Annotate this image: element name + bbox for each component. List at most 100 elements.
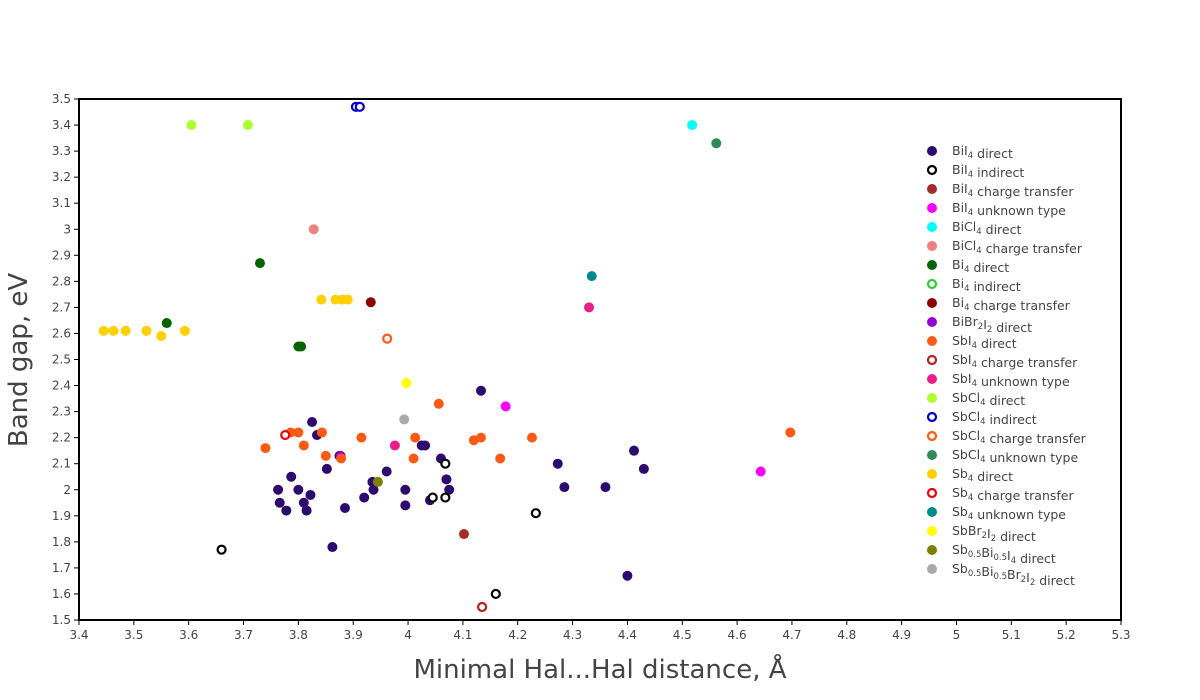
data-point[interactable] xyxy=(305,489,316,500)
legend-item[interactable]: Sb4 charge transfer xyxy=(926,485,1074,503)
data-point[interactable] xyxy=(296,341,307,352)
legend-item[interactable]: Bi4 direct xyxy=(927,257,1009,275)
data-point[interactable] xyxy=(427,492,438,503)
data-point[interactable] xyxy=(408,453,419,464)
data-point[interactable] xyxy=(141,325,152,336)
data-point[interactable] xyxy=(755,466,766,477)
legend-item[interactable]: Sb4 unknown type xyxy=(927,504,1066,522)
legend-item[interactable]: Sb0.5Bi0.5Br2I2 direct xyxy=(927,561,1075,588)
data-point[interactable] xyxy=(444,484,455,495)
data-point[interactable] xyxy=(186,120,197,131)
legend-item[interactable]: SbBr2I2 direct xyxy=(927,523,1036,544)
data-point[interactable] xyxy=(161,318,172,329)
data-point[interactable] xyxy=(475,432,486,443)
data-point[interactable] xyxy=(475,385,486,396)
data-point[interactable] xyxy=(216,544,227,555)
data-point[interactable] xyxy=(293,427,304,438)
data-point[interactable] xyxy=(687,120,698,131)
data-point[interactable] xyxy=(381,466,392,477)
data-point[interactable] xyxy=(339,502,350,513)
data-point[interactable] xyxy=(273,484,284,495)
data-point[interactable] xyxy=(316,427,327,438)
data-point[interactable] xyxy=(711,138,722,149)
legend-item[interactable]: BiI4 unknown type xyxy=(927,200,1066,218)
data-point[interactable] xyxy=(382,333,393,344)
data-point[interactable] xyxy=(433,398,444,409)
data-point[interactable] xyxy=(368,484,379,495)
data-point[interactable] xyxy=(320,450,331,461)
legend-item[interactable]: Sb4 direct xyxy=(927,466,1013,484)
legend-item[interactable]: BiBr2I2 direct xyxy=(927,314,1032,335)
data-point[interactable] xyxy=(586,271,597,282)
data-point[interactable] xyxy=(281,505,292,516)
data-point[interactable] xyxy=(389,440,400,451)
data-point[interactable] xyxy=(400,500,411,511)
data-point[interactable] xyxy=(526,432,537,443)
legend-item[interactable]: SbCl4 unknown type xyxy=(927,447,1078,465)
legend-item[interactable]: Sb0.5Bi0.5I4 direct xyxy=(927,542,1056,566)
data-point[interactable] xyxy=(365,297,376,308)
data-point[interactable] xyxy=(420,440,431,451)
data-point[interactable] xyxy=(301,505,312,516)
data-point[interactable] xyxy=(401,377,412,388)
data-point[interactable] xyxy=(785,427,796,438)
legend-item[interactable]: BiI4 indirect xyxy=(926,162,1024,180)
data-point[interactable] xyxy=(440,458,451,469)
legend-item[interactable]: BiI4 direct xyxy=(927,143,1013,161)
data-point[interactable] xyxy=(400,484,411,495)
legend-item[interactable]: Bi4 indirect xyxy=(926,276,1021,294)
data-point[interactable] xyxy=(316,294,327,305)
data-point[interactable] xyxy=(559,482,570,493)
legend-item[interactable]: SbI4 unknown type xyxy=(927,371,1070,389)
data-point[interactable] xyxy=(359,492,370,503)
data-point[interactable] xyxy=(440,492,451,503)
legend-item[interactable]: Bi4 charge transfer xyxy=(927,295,1071,313)
legend-item[interactable]: BiCl4 charge transfer xyxy=(927,238,1083,256)
data-point[interactable] xyxy=(307,417,318,428)
data-point[interactable] xyxy=(327,542,338,553)
data-point[interactable] xyxy=(441,474,452,485)
data-point[interactable] xyxy=(500,401,511,412)
legend-item[interactable]: SbI4 direct xyxy=(927,333,1017,351)
data-point[interactable] xyxy=(410,432,421,443)
data-point[interactable] xyxy=(372,476,383,487)
data-point[interactable] xyxy=(108,325,119,336)
data-point[interactable] xyxy=(399,414,410,425)
data-point[interactable] xyxy=(254,258,265,269)
data-point[interactable] xyxy=(274,497,285,508)
data-point[interactable] xyxy=(179,325,190,336)
data-point[interactable] xyxy=(298,497,309,508)
data-point[interactable] xyxy=(638,463,649,474)
data-point[interactable] xyxy=(552,458,563,469)
legend-item[interactable]: SbCl4 indirect xyxy=(926,409,1037,427)
data-point[interactable] xyxy=(156,331,167,342)
data-point[interactable] xyxy=(120,325,131,336)
data-point[interactable] xyxy=(354,101,365,112)
data-point[interactable] xyxy=(280,429,291,441)
data-point[interactable] xyxy=(242,120,253,131)
legend-item[interactable]: SbI4 charge transfer xyxy=(926,352,1078,370)
data-point[interactable] xyxy=(321,463,332,474)
data-point[interactable] xyxy=(458,529,469,540)
data-point[interactable] xyxy=(476,601,488,613)
legend-item[interactable]: BiI4 charge transfer xyxy=(927,181,1074,199)
data-point[interactable] xyxy=(260,443,271,454)
data-point[interactable] xyxy=(308,224,319,235)
data-point[interactable] xyxy=(584,302,595,313)
legend-item[interactable]: SbCl4 direct xyxy=(927,390,1025,408)
data-point[interactable] xyxy=(336,453,347,464)
data-point[interactable] xyxy=(293,484,304,495)
data-point[interactable] xyxy=(600,482,611,493)
data-point[interactable] xyxy=(286,471,297,482)
data-point[interactable] xyxy=(622,570,633,581)
data-point[interactable] xyxy=(356,432,367,443)
data-point[interactable] xyxy=(98,325,109,336)
data-point[interactable] xyxy=(298,440,309,451)
data-point[interactable] xyxy=(629,445,640,456)
legend-item[interactable]: BiCl4 direct xyxy=(927,219,1021,237)
data-point[interactable] xyxy=(495,453,506,464)
data-point[interactable] xyxy=(342,294,353,305)
legend-item[interactable]: SbCl4 charge transfer xyxy=(926,428,1087,446)
data-point[interactable] xyxy=(490,588,501,600)
